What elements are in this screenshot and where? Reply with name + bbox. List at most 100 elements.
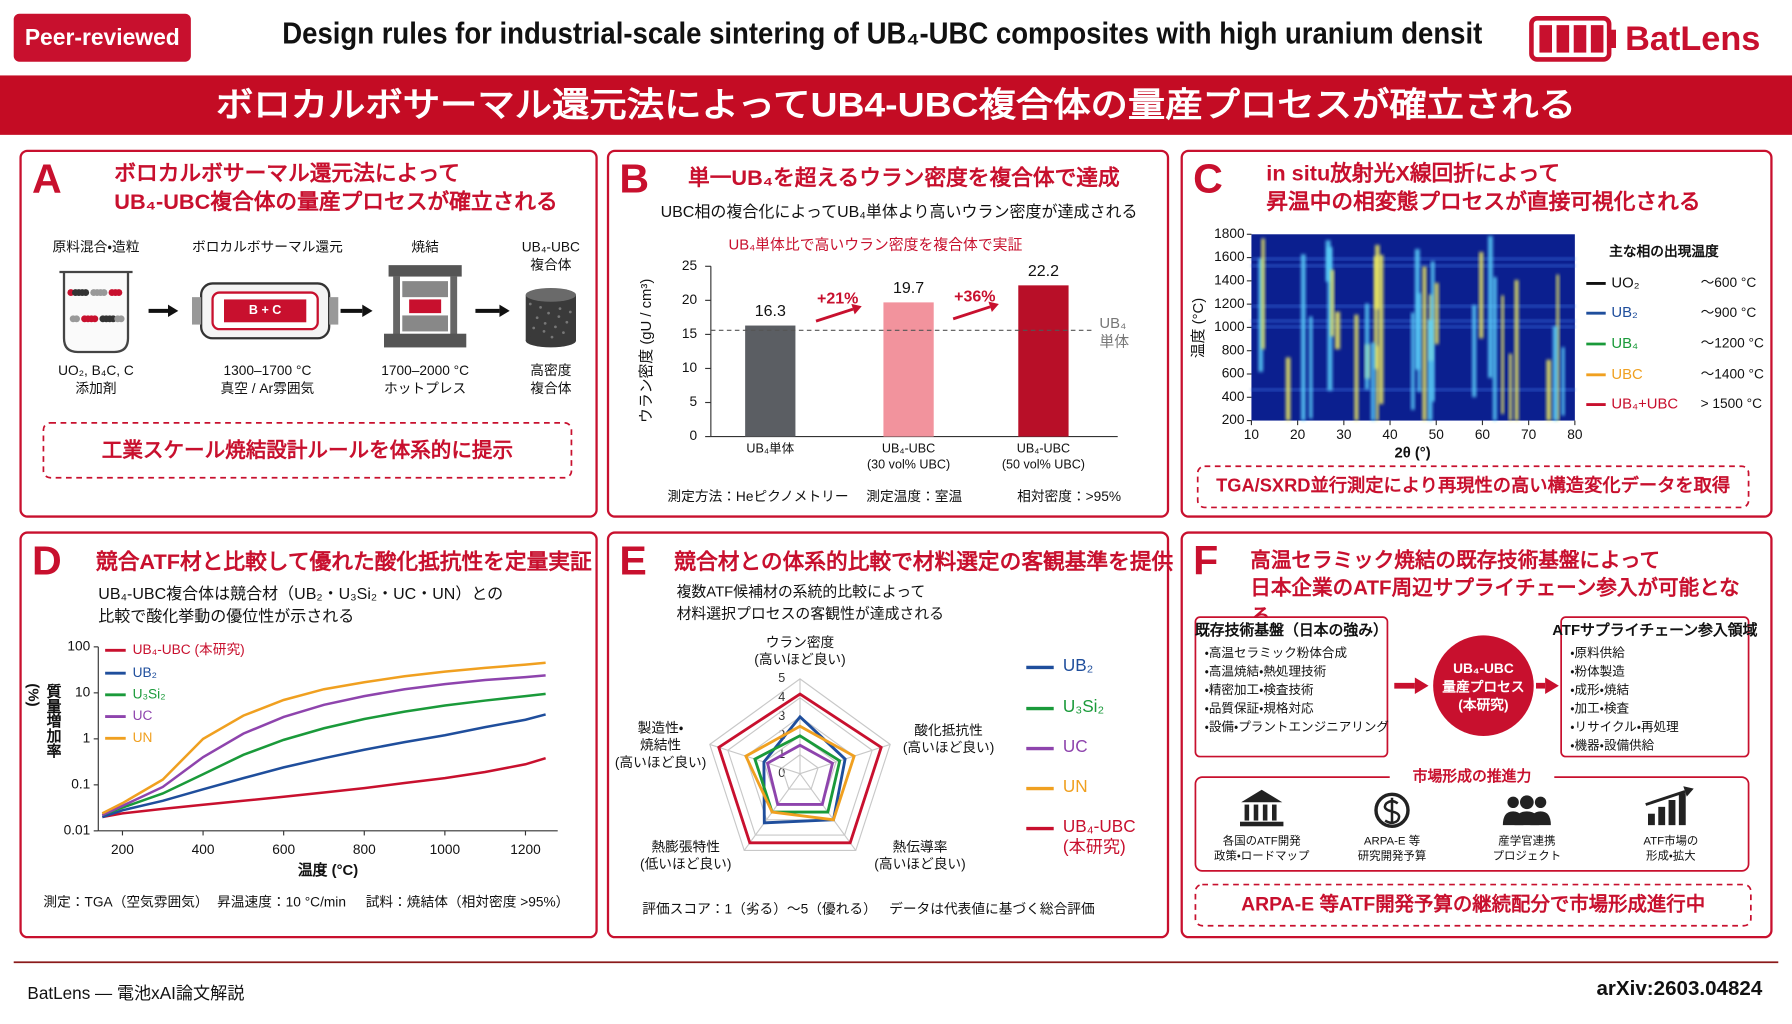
panel-subtitle: UBC相の複合化によってUB₄単体より高いウラン密度が達成される [661, 203, 1138, 221]
line [102, 756, 546, 819]
icon-bank [1244, 804, 1250, 821]
x-tick-label-box: UB₄-UBC (30 vol% UBC) [867, 442, 951, 472]
arrow-head [499, 304, 510, 318]
driver-label-box: ATF市場の 形成・拡大 [1643, 835, 1698, 862]
icon-chart [1668, 800, 1676, 826]
r-tick-label: 3 [778, 709, 785, 723]
heatmap-streak [1430, 261, 1435, 402]
x-tick-label: 200 [111, 842, 134, 857]
reference-label: UB₄ 単体 [1099, 314, 1130, 350]
x-tick-label: UB₄-UBC (50 vol% UBC) [1001, 442, 1085, 472]
badge-bg [13, 13, 191, 62]
x-axis-label: 2θ (°) [1394, 446, 1430, 462]
particle [90, 289, 98, 296]
legend-label: UC [1062, 737, 1088, 757]
list-item: ・機器・設備供給 [1570, 739, 1654, 753]
heatmap-streak [1501, 295, 1505, 414]
arrow-head [168, 304, 179, 318]
brand: BatLens [1625, 20, 1760, 58]
x-tick-label: 400 [192, 842, 215, 857]
footnote: 評価スコア：1（劣る）～5（優れる） [642, 901, 877, 916]
step-caption: UO₂, B₄C, C 添加剤 [58, 362, 134, 397]
legend-title: 主な相の出現温度 [1609, 243, 1719, 259]
list-box [1560, 616, 1750, 758]
heatmap-streak [1561, 347, 1565, 416]
icon-bank [1240, 821, 1284, 827]
radar-series [762, 714, 847, 825]
x-tick-label: 1200 [510, 842, 541, 857]
y-tick-label: 200 [1222, 412, 1245, 427]
legend-label: UB₂ [1611, 305, 1638, 321]
title: Design rules for industrial-scale sinter… [282, 16, 1482, 51]
step-label: 焼結 [411, 238, 439, 255]
axis-label-box: ウラン密度 (高いほど良い) [754, 634, 846, 668]
footnote: 測定温度：室温 [866, 489, 962, 504]
r-tick-label: 4 [778, 690, 785, 704]
legend-label: UB₂ [1062, 656, 1094, 676]
driver-label: ARPA-E 等 研究開発予算 [1357, 835, 1427, 863]
press-column [393, 276, 400, 336]
particle [114, 315, 122, 323]
footnote: データは代表値に基づく総合評価 [889, 900, 1095, 916]
y-tick-label: 1400 [1214, 272, 1245, 287]
x-tick-label: 30 [1336, 427, 1352, 442]
furnace-charge [224, 299, 307, 323]
heatmap-streak [1508, 353, 1513, 421]
list-item: ・品質保証・規格対応 [1205, 701, 1314, 716]
legend-label: UC [133, 708, 153, 723]
footer-source: BatLens — 電池xAI論文解説 [27, 983, 244, 1003]
grid-line [727, 697, 873, 836]
panel-title: 単一UB₄を超えるウラン密度を複合体で達成 [688, 165, 1120, 190]
headline: ボロカルボサーマル還元法によってUB4-UBC複合体の量産プロセスが確立される [216, 86, 1576, 124]
panel-letter: D [32, 537, 62, 583]
panel-letter: C [1193, 156, 1223, 202]
step-label-box: UB₄-UBC 複合体 [522, 239, 580, 274]
annotation: +21% [817, 291, 858, 308]
arrow [815, 307, 854, 323]
reference-label-box: UB₄ 単体 [1099, 314, 1130, 350]
heatmap-streak [1378, 254, 1384, 405]
heatmap-streak [1492, 277, 1497, 421]
panel-title: 高温セラミック焼結の既存技術基盤によって 日本企業のATF周辺サプライチェーン参… [1250, 548, 1740, 627]
press-sample [409, 299, 442, 314]
panel-title-box: ボロカルボサーマル還元法によって UB₄-UBC複合体の量産プロセスが確立される [114, 162, 557, 214]
bar [1018, 285, 1069, 437]
product-body [525, 294, 576, 341]
y-tick-label: 1800 [1214, 226, 1245, 241]
axis-label: ウラン密度 (高いほど良い) [754, 634, 846, 668]
legend-onset: ～900 °C [1701, 305, 1757, 320]
r-tick-label: 5 [778, 671, 785, 685]
headline-band [0, 75, 1792, 135]
arrow-head [1683, 786, 1694, 797]
x-axis-label: 温度 (°C) [298, 861, 358, 879]
heatmap-streak [1414, 249, 1420, 370]
legend-label: UB₄-UBC (本研究) [1062, 817, 1136, 858]
legend-label: UN [1062, 777, 1088, 797]
y-tick-label: 0 [690, 428, 698, 443]
particle [99, 315, 107, 323]
x-tick-label: UB₄-UBC (30 vol% UBC) [867, 442, 951, 472]
heatmap-streak [1365, 303, 1370, 390]
icon-bank [1253, 804, 1259, 821]
y-axis-label-box: 質量増加率 (%) [25, 683, 61, 757]
panel-subtitle: 複数ATF候補材の系統的比較によって 材料選択プロセスの客観性が達成される [676, 582, 945, 622]
axis-label-box: 熱伝導率 (高いほど良い) [874, 839, 965, 872]
step-caption: 1700–2000 °C ホットプレス [381, 362, 470, 397]
y-tick-label: 5 [690, 394, 698, 409]
product-grain [562, 331, 565, 334]
step-label-box: 原料混合・造粒 [52, 238, 140, 255]
heatmap-streak [1327, 246, 1333, 391]
arrow-head [851, 303, 862, 315]
legend-label-box: UC [1062, 737, 1088, 757]
step-caption-box: 1700–2000 °C ホットプレス [381, 362, 470, 397]
y-tick-label: 800 [1222, 342, 1245, 357]
product-grain [565, 320, 569, 324]
axis-label-box: 製造性・ 焼結性 (高いほど良い) [615, 720, 706, 770]
axis-label: 酸化抵抗性 (高いほど良い) [902, 722, 995, 756]
line [101, 661, 546, 815]
panel-title: 競合材との体系的比較で材料選定の客観基準を提供 [673, 549, 1173, 574]
step-label: 原料混合・造粒 [52, 238, 140, 255]
product-top [525, 288, 576, 302]
x-tick-label: 80 [1567, 427, 1583, 442]
